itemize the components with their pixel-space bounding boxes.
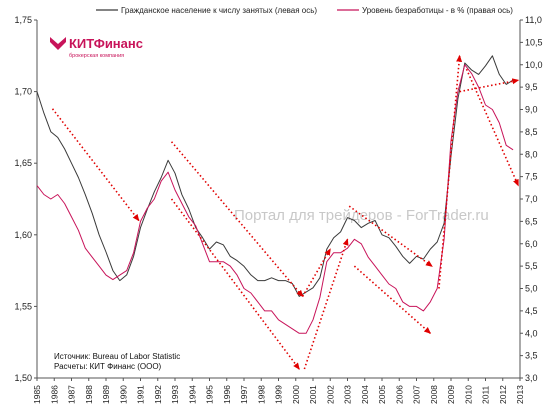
x-tick-label: 1991 — [136, 385, 146, 404]
right-tick-label: 5,5 — [525, 261, 538, 271]
right-tick-label: 7,0 — [525, 194, 538, 204]
left-tick-label: 1,70 — [14, 87, 32, 97]
x-tick-label: 2002 — [325, 385, 335, 404]
x-tick-label: 1997 — [239, 385, 249, 404]
x-tick-label: 1985 — [32, 385, 42, 404]
trend-arrow — [348, 205, 433, 267]
watermark: Портал для трейдеров - ForTrader.ru — [234, 207, 489, 224]
series-layer — [36, 55, 514, 334]
x-tick-label: 1988 — [84, 385, 94, 404]
logo-subtitle: брокерская компания — [69, 53, 124, 59]
x-tick-label: 2003 — [343, 385, 353, 404]
left-tick-label: 1,50 — [14, 373, 32, 383]
employment-series-line — [36, 55, 514, 297]
left-tick-label: 1,55 — [14, 301, 32, 311]
x-tick-label: 1995 — [205, 385, 215, 404]
x-tick-label: 1987 — [67, 385, 77, 404]
right-tick-label: 9,5 — [525, 82, 538, 92]
trend-arrow — [301, 248, 331, 297]
left-tick-label: 1,65 — [14, 158, 32, 168]
x-tick-label: 2005 — [377, 385, 387, 404]
x-tick-label: 1994 — [187, 385, 197, 404]
right-tick-label: 8,5 — [525, 127, 538, 137]
x-tick-label: 2009 — [446, 385, 456, 404]
right-tick-label: 3,5 — [525, 351, 538, 361]
x-tick-label: 1999 — [274, 385, 284, 404]
unemployment-series-line — [36, 64, 514, 334]
x-tick-label: 1989 — [101, 385, 111, 404]
x-tick-label: 2006 — [394, 385, 404, 404]
right-tick-label: 6,0 — [525, 239, 538, 249]
kitfinance-logo: КИТФинанс брокерская компания — [50, 36, 143, 59]
x-tick-label: 1996 — [222, 385, 232, 404]
right-tick-label: 11,0 — [525, 15, 542, 25]
calc-note: Расчеты: КИТ Финанс (ООО) — [54, 362, 162, 371]
right-tick-label: 6,5 — [525, 216, 538, 226]
trend-arrow — [438, 54, 463, 289]
trend-arrow — [353, 265, 432, 334]
x-tick-label: 1992 — [153, 385, 163, 404]
trend-arrow — [51, 108, 140, 222]
legend-label-employment: Гражданское население к числу занятых (л… — [121, 6, 317, 15]
right-tick-label: 10,0 — [525, 60, 543, 70]
x-tick-label: 2010 — [463, 385, 473, 404]
legend: Гражданское население к числу занятых (л… — [96, 6, 513, 15]
x-tick-label: 1993 — [170, 385, 180, 404]
left-tick-label: 1,60 — [14, 230, 32, 240]
x-tick-label: 2001 — [308, 385, 318, 404]
x-tick-label: 1998 — [256, 385, 266, 404]
trend-arrow — [465, 68, 520, 187]
right-tick-label: 4,5 — [525, 306, 538, 316]
logo-emblem-icon — [50, 37, 66, 50]
x-tick-label: 2012 — [498, 385, 508, 404]
x-tick-label: 2000 — [291, 385, 301, 404]
x-tick-label: 2011 — [481, 385, 491, 404]
x-tick-label: 2004 — [360, 385, 370, 404]
right-tick-label: 7,5 — [525, 172, 538, 182]
x-tick-label: 1986 — [49, 385, 59, 404]
x-tick-label: 2008 — [429, 385, 439, 404]
logo-name: КИТФинанс — [69, 36, 143, 51]
x-tick-label: 1990 — [118, 385, 128, 404]
trend-arrow — [303, 238, 349, 370]
legend-label-unemployment: Уровень безработицы - в % (правая ось) — [362, 6, 513, 15]
x-tick-label: 2007 — [412, 385, 422, 404]
axes: 1,50 1,55 1,60 1,65 1,70 1,75 3,0 3,5 4,0 4,5 5,0 5… — [14, 15, 542, 404]
x-tick-label: 2013 — [515, 385, 525, 404]
right-tick-label: 10,5 — [525, 37, 543, 47]
source-note: Источник: Bureau of Labor Statistic — [54, 352, 180, 361]
right-tick-label: 4,0 — [525, 328, 538, 338]
trend-arrow-layer — [51, 54, 520, 370]
right-tick-label: 5,0 — [525, 284, 538, 294]
trend-arrow — [170, 198, 300, 370]
right-tick-label: 3,0 — [525, 373, 538, 383]
right-tick-label: 9,0 — [525, 105, 538, 115]
right-tick-label: 8,0 — [525, 149, 538, 159]
trend-arrow — [170, 141, 304, 298]
left-tick-label: 1,75 — [14, 15, 32, 25]
